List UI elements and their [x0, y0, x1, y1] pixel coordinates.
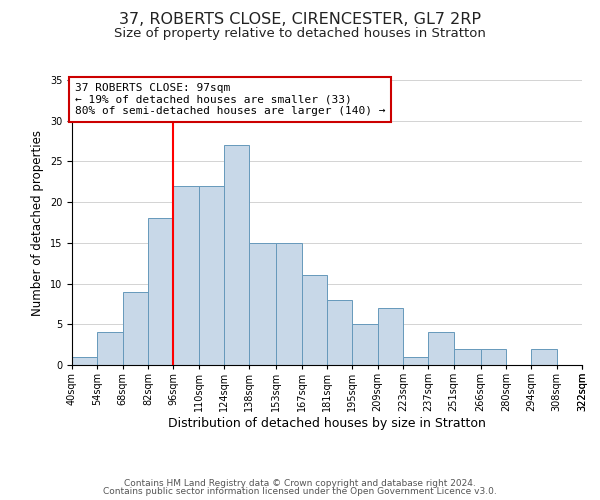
Text: Contains public sector information licensed under the Open Government Licence v3: Contains public sector information licen…: [103, 487, 497, 496]
Bar: [532, 348, 557, 365]
Bar: [428, 332, 454, 365]
Text: Size of property relative to detached houses in Stratton: Size of property relative to detached ho…: [114, 28, 486, 40]
Bar: [224, 145, 249, 365]
Bar: [173, 186, 199, 365]
Bar: [481, 348, 506, 365]
Bar: [199, 186, 224, 365]
Bar: [122, 292, 148, 365]
Bar: [148, 218, 173, 365]
Bar: [327, 300, 352, 365]
Bar: [377, 308, 403, 365]
Bar: [403, 357, 428, 365]
X-axis label: Distribution of detached houses by size in Stratton: Distribution of detached houses by size …: [168, 417, 486, 430]
Bar: [97, 332, 122, 365]
Bar: [352, 324, 377, 365]
Text: Contains HM Land Registry data © Crown copyright and database right 2024.: Contains HM Land Registry data © Crown c…: [124, 478, 476, 488]
Bar: [302, 276, 327, 365]
Y-axis label: Number of detached properties: Number of detached properties: [31, 130, 44, 316]
Text: 37 ROBERTS CLOSE: 97sqm
← 19% of detached houses are smaller (33)
80% of semi-de: 37 ROBERTS CLOSE: 97sqm ← 19% of detache…: [74, 83, 385, 116]
Bar: [277, 243, 302, 365]
Bar: [582, 357, 600, 365]
Bar: [454, 348, 481, 365]
Bar: [249, 243, 277, 365]
Text: 37, ROBERTS CLOSE, CIRENCESTER, GL7 2RP: 37, ROBERTS CLOSE, CIRENCESTER, GL7 2RP: [119, 12, 481, 28]
Bar: [72, 357, 97, 365]
